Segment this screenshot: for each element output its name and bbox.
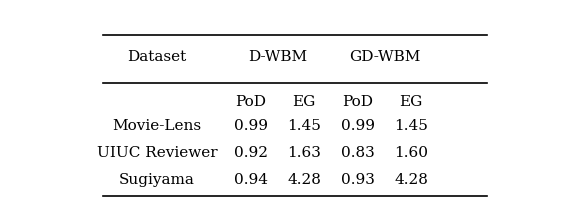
Text: 1.45: 1.45 bbox=[287, 119, 321, 133]
Text: 1.60: 1.60 bbox=[394, 146, 429, 160]
Text: Dataset: Dataset bbox=[127, 50, 187, 64]
Text: Sugiyama: Sugiyama bbox=[119, 173, 195, 188]
Text: 0.94: 0.94 bbox=[233, 173, 268, 188]
Text: PoD: PoD bbox=[235, 95, 266, 109]
Text: 0.92: 0.92 bbox=[233, 146, 268, 160]
Text: Movie-Lens: Movie-Lens bbox=[112, 119, 202, 133]
Text: 1.63: 1.63 bbox=[287, 146, 321, 160]
Text: UIUC Reviewer: UIUC Reviewer bbox=[97, 146, 217, 160]
Text: 4.28: 4.28 bbox=[287, 173, 321, 188]
Text: 1.45: 1.45 bbox=[395, 119, 428, 133]
Text: GD-WBM: GD-WBM bbox=[349, 50, 420, 64]
Text: 4.28: 4.28 bbox=[395, 173, 428, 188]
Text: 0.99: 0.99 bbox=[233, 119, 268, 133]
Text: 0.99: 0.99 bbox=[340, 119, 375, 133]
Text: PoD: PoD bbox=[342, 95, 373, 109]
Text: D-WBM: D-WBM bbox=[248, 50, 307, 64]
Text: 0.93: 0.93 bbox=[341, 173, 374, 188]
Text: EG: EG bbox=[400, 95, 423, 109]
Text: 0.83: 0.83 bbox=[341, 146, 374, 160]
Text: EG: EG bbox=[293, 95, 316, 109]
